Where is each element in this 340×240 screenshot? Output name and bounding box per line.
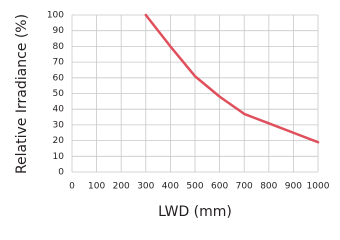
x-tick-label: 1000	[307, 182, 330, 192]
x-tick-label: 400	[162, 182, 179, 192]
chart: LWD (mm) Relative Irradiance (%) 0 10 20 30…	[14, 11, 330, 221]
y-tick-label: 10	[53, 152, 65, 162]
y-tick-label: 90	[53, 26, 65, 36]
x-tick-label: 0	[69, 182, 75, 192]
x-tick-label: 700	[236, 182, 253, 192]
y-tick-label: 70	[53, 58, 65, 68]
y-tick-label: 30	[53, 120, 65, 130]
y-tick-label: 40	[53, 105, 65, 115]
y-axis-label: Relative Irradiance (%)	[14, 14, 30, 174]
x-tick-label: 500	[186, 182, 203, 192]
y-tick-label: 60	[53, 73, 65, 83]
x-tick-label: 300	[137, 182, 154, 192]
x-tick-label: 800	[260, 182, 277, 192]
y-tick-label: 20	[53, 136, 65, 146]
page: LWD (mm) Relative Irradiance (%) 0 10 20 30…	[14, 10, 330, 221]
x-axis-label: LWD (mm)	[158, 204, 232, 220]
x-tick-label: 100	[88, 182, 105, 192]
y-tick-label: 0	[58, 168, 64, 178]
x-tick-label: 900	[285, 182, 302, 192]
y-tick-label: 50	[53, 89, 65, 99]
x-tick-label: 600	[211, 182, 228, 192]
data-line	[144, 13, 320, 144]
y-tick-label: 80	[53, 42, 65, 52]
y-tick-label: 100	[47, 11, 64, 21]
x-tick-label: 200	[113, 182, 130, 192]
